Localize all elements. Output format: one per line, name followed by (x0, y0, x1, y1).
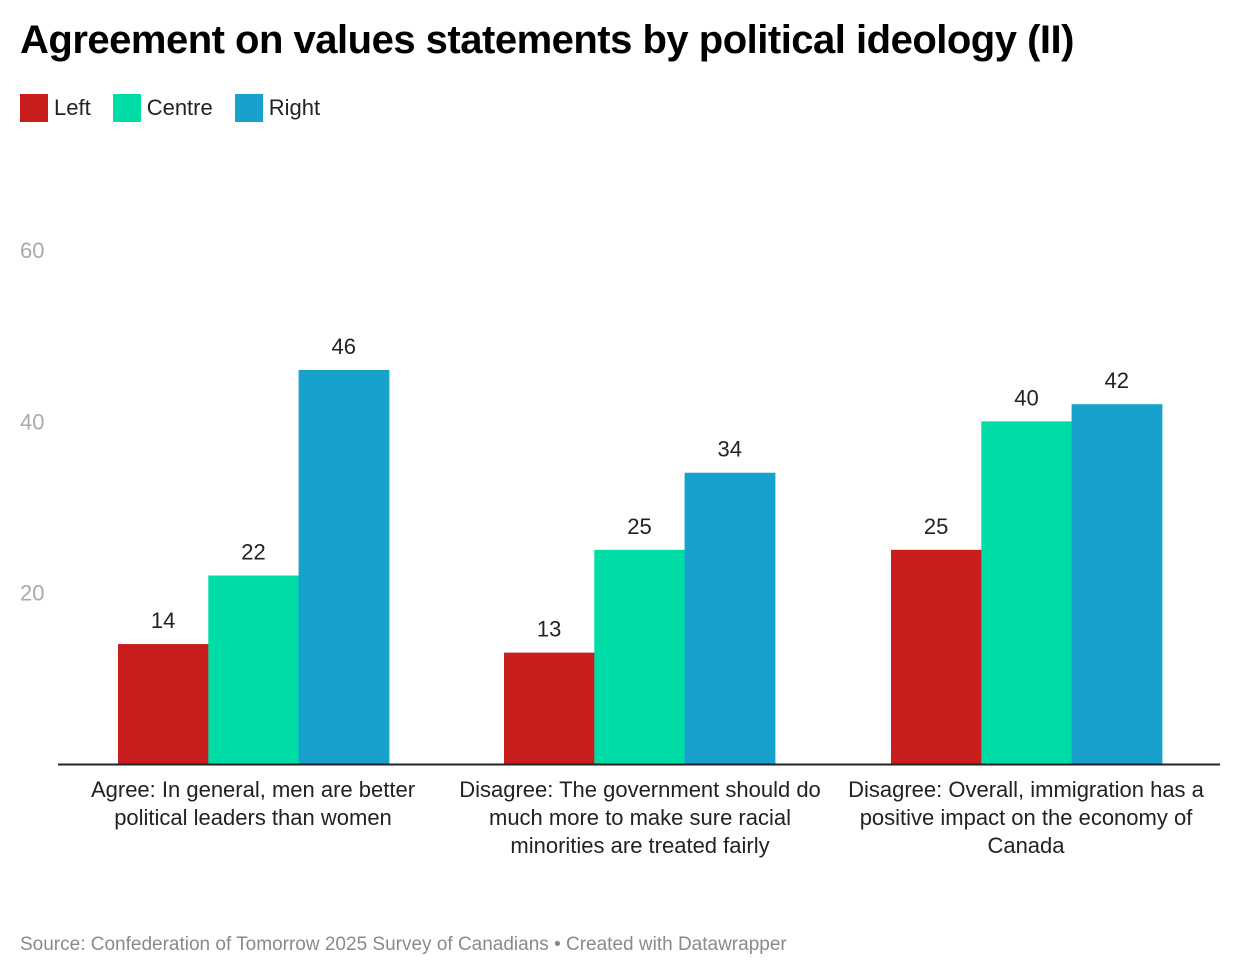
legend-swatch-right (234, 94, 263, 122)
category-label-2: Disagree: The government should do much … (459, 777, 821, 858)
bar-left (504, 652, 595, 764)
legend-item-left: Left (20, 94, 91, 122)
legend: Left Centre Right (20, 94, 320, 122)
source-note: Source: Confederation of Tomorrow 2025 S… (20, 934, 787, 955)
bar-left (891, 549, 982, 764)
category-label-1: Agree: In general, men are better politi… (90, 777, 416, 830)
bar-centre (208, 575, 300, 764)
legend-item-centre: Centre (112, 94, 213, 122)
legend-swatch-left (20, 94, 48, 122)
data-label: 34 (718, 437, 742, 462)
legend-label-centre: Centre (146, 95, 213, 120)
data-label: 13 (537, 617, 561, 642)
data-label: 42 (1105, 368, 1129, 393)
y-tick-label: 20 (20, 581, 44, 606)
legend-label-left: Left (54, 95, 91, 120)
data-label: 40 (1014, 385, 1038, 410)
bar-right (1071, 404, 1163, 764)
legend-swatch-centre (112, 94, 141, 122)
bar-left (118, 644, 209, 764)
data-label: 22 (241, 540, 265, 565)
data-label: 14 (151, 608, 175, 633)
legend-label-right: Right (268, 95, 321, 120)
data-label: 46 (332, 334, 356, 359)
chart-title: Agreement on values statements by politi… (20, 18, 1074, 62)
bar-right (298, 369, 390, 764)
legend-item-right: Right (234, 94, 321, 122)
bar-centre (594, 549, 686, 764)
data-label: 25 (924, 514, 948, 539)
category-label-3: Disagree: Overall, immigration has a pos… (848, 777, 1204, 858)
data-label: 25 (627, 514, 651, 539)
y-tick-label: 40 (20, 409, 44, 434)
bar-right (684, 472, 776, 764)
bar-centre (981, 421, 1073, 764)
y-tick-label: 60 (20, 238, 44, 263)
